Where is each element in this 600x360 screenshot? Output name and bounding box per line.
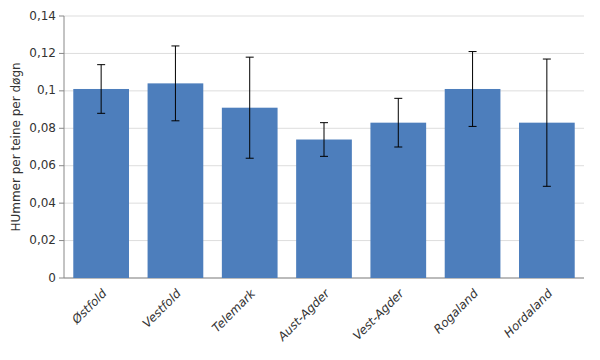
error-bar [320, 123, 328, 157]
y-grid [64, 16, 584, 278]
category-label: Aust-Agder [274, 286, 333, 345]
error-bar [394, 98, 402, 147]
chart: 0 0,02 0,04 0,06 0,08 0,1 0,12 0,14 Østfold Vestf… [0, 0, 600, 360]
category-label: Rogaland [431, 286, 481, 336]
tick-label: 0,04 [29, 196, 56, 210]
category-label: Østfold [69, 286, 110, 327]
category-label: Vest-Agder [350, 286, 407, 343]
category-label: Vestfold [140, 286, 184, 330]
tick-label: 0,1 [37, 83, 56, 97]
tick-label: 0 [48, 271, 56, 285]
tick-label: 0,08 [29, 121, 56, 135]
category-label: Telemark [209, 286, 258, 335]
error-bar [246, 57, 254, 158]
grid-line [64, 16, 584, 17]
tick-label: 0,06 [29, 158, 56, 172]
y-axis: 0 0,02 0,04 0,06 0,08 0,1 0,12 0,14 [29, 9, 64, 285]
tick-mark [59, 16, 64, 17]
x-axis: Østfold Vestfold Telemark Aust-Agder Vest-Ag… [69, 286, 556, 345]
tick-label: 0,12 [29, 46, 56, 60]
tick-mark [59, 53, 64, 54]
category-label: Hordaland [501, 286, 555, 340]
tick-label: 0,14 [29, 9, 56, 23]
bar [296, 140, 352, 278]
chart-container: 0 0,02 0,04 0,06 0,08 0,1 0,12 0,14 Østfold Vestf… [0, 0, 600, 360]
bar [73, 89, 129, 278]
y-axis-line [64, 16, 65, 278]
error-bar [469, 52, 477, 127]
y-axis-label: HUmmer per teine per døgn [9, 62, 23, 231]
error-bar [97, 65, 105, 114]
tick-mark [59, 203, 64, 204]
tick-mark [59, 165, 64, 166]
tick-mark [59, 278, 64, 279]
tick-label: 0,02 [29, 233, 56, 247]
tick-mark [59, 90, 64, 91]
grid-line [64, 53, 584, 54]
grid-line [64, 90, 584, 91]
error-bar [171, 46, 179, 121]
tick-mark [59, 240, 64, 241]
plot-area [73, 46, 574, 278]
tick-mark [59, 128, 64, 129]
error-bar [543, 59, 551, 186]
